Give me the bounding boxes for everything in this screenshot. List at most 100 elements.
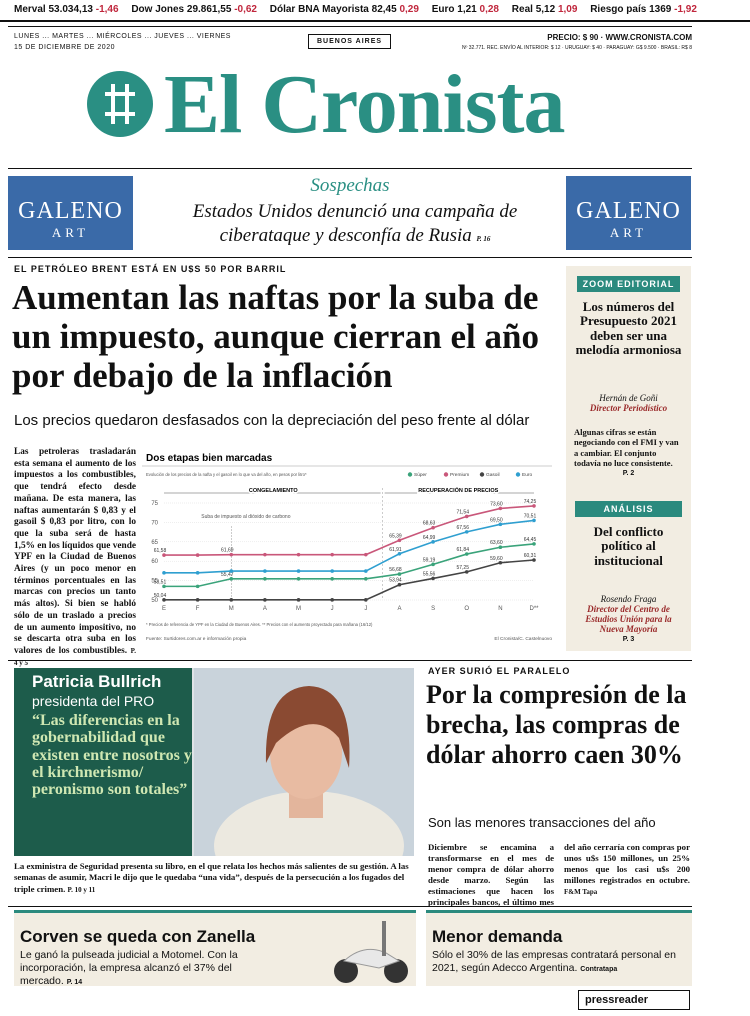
sidebar: ZOOM EDITORIAL Los números del Presupues… [566, 266, 691, 651]
y-tick-label: 65 [151, 540, 158, 546]
body-text: Las petroleras trasladarán esta semana e… [14, 447, 136, 656]
data-point [498, 545, 503, 550]
page-ref: P. 4 y 5 [14, 646, 136, 667]
ticker-item: Euro 1,21 0,28 [432, 4, 502, 15]
page-ref: P. 3 [622, 635, 635, 643]
fineprint: Nº 32.771. REC. ENVÍO AL INTERIOR: $ 12 … [461, 45, 692, 51]
data-point [532, 504, 536, 508]
data-point [364, 576, 368, 581]
data-point [296, 598, 301, 602]
headline-text: Estados Unidos denunció una campaña de c… [192, 201, 518, 246]
data-point [330, 569, 334, 573]
value-label: 61,91 [389, 547, 402, 553]
legend-label: Gasoil [486, 472, 500, 478]
quote: “Las diferencias en la gobernabilidad qu… [32, 712, 192, 799]
value-label: 50,04 [154, 593, 167, 599]
quote-box [14, 668, 192, 856]
legend-label: Euro [522, 472, 532, 478]
value-label: 69,50 [490, 517, 503, 523]
footer-brand: pressreader [578, 990, 690, 1010]
ticker-value: 5,12 [535, 4, 556, 15]
role: Director del Centro de Estudios Unión pa… [585, 603, 672, 634]
ticker-item: Merval 53.034,13 -1,46 [14, 4, 121, 15]
legend-swatch [443, 472, 449, 477]
text: Sólo el 30% de las empresas contratará p… [432, 949, 682, 975]
value-label: 59,60 [490, 556, 503, 562]
data-point [532, 518, 536, 523]
value-label: 65,39 [389, 533, 402, 539]
price: PRECIO: $ 90 · WWW.CRONISTA.COM [547, 33, 692, 42]
y-tick-label: 60 [151, 559, 158, 565]
annotation: Suba de impuesto al dióxido de carbono [201, 514, 290, 520]
ticker-item: Dow Jones 29.861,55 -0,62 [131, 4, 259, 15]
data-point [229, 576, 234, 581]
x-tick-label: D** [529, 606, 539, 612]
data-point [195, 584, 200, 589]
headline: Del conflicto político al institucional [593, 523, 664, 568]
brief: Corven se queda con Zanella Le ganó la p… [14, 910, 416, 988]
data-point [330, 598, 334, 602]
phase-label: CONGELAMIENTO [249, 488, 299, 494]
value-label: 59,19 [423, 557, 436, 563]
data-point [498, 560, 503, 565]
value-label: 61,84 [456, 547, 469, 553]
page-ref: P. 16 [476, 234, 491, 243]
value-label: 67,56 [456, 525, 469, 531]
text: Algunas cifras se están negociando con e… [574, 427, 679, 468]
data-point [162, 598, 166, 602]
value-label: 64,45 [524, 537, 537, 543]
role: presidenta del PRO [32, 693, 155, 709]
kicker: AYER SURIÓ EL PARALELO [428, 666, 571, 676]
data-point [162, 584, 166, 589]
headline: Estados Unidos denunció una campaña de c… [165, 200, 545, 248]
brief-text: Le ganó la pulseada judicial a Motomel. … [20, 949, 238, 988]
series-line [164, 543, 535, 588]
ticker-name: Dow Jones [131, 4, 185, 15]
value-label: 53,51 [154, 579, 167, 585]
ticker-value: 29.861,55 [186, 4, 232, 15]
data-point [296, 569, 301, 573]
data-point [330, 552, 334, 557]
date: 15 DE DICIEMBRE DE 2020 [14, 44, 115, 51]
rule [8, 906, 692, 907]
legend-swatch [515, 472, 521, 477]
rule [8, 168, 692, 169]
credit: El Cronista/C. Castelnuovo [494, 636, 552, 642]
x-tick-label: F [196, 606, 200, 612]
ticker: Merval 53.034,13 -1,46 Dow Jones 29.861,… [0, 0, 750, 22]
kicker: Sospechas [310, 175, 390, 196]
value-label: 64,99 [423, 535, 436, 541]
ticker-change: -1,92 [674, 4, 697, 15]
x-tick-label: J [331, 606, 334, 612]
role: Director Periodístico [589, 403, 668, 414]
x-tick-label: N [498, 606, 502, 612]
headline: Los números del Presupuesto 2021 deben s… [575, 299, 682, 357]
data-point [431, 540, 435, 544]
y-tick-label: 55 [151, 579, 158, 585]
data-point [229, 552, 234, 557]
value-label: 57,25 [456, 565, 469, 571]
body: Las petroleras trasladarán esta semana e… [14, 447, 136, 669]
value-label: 63,60 [490, 540, 503, 546]
x-tick-label: O [464, 606, 469, 612]
page-ref: P. 10 y 11 [67, 885, 96, 894]
data-point [498, 522, 503, 527]
x-tick-label: A [263, 606, 267, 612]
data-point [263, 576, 267, 581]
value-label: 74,25 [524, 499, 537, 505]
deck: Son las menores transacciones del año [428, 815, 656, 830]
headline: Menor demanda [432, 927, 563, 946]
data-point [397, 538, 402, 543]
series-line [164, 505, 535, 556]
data-point [162, 571, 166, 575]
legend-label: Súper [414, 472, 427, 478]
page-ref: P. 14 [66, 979, 83, 987]
value-label: 55,56 [423, 571, 436, 577]
legend-label: Premium [450, 472, 469, 478]
value-label: 55,47 [221, 572, 234, 578]
legend-swatch [407, 472, 413, 477]
ad-sub: ART [51, 225, 90, 240]
value-label: 70,51 [524, 513, 537, 519]
data-point [364, 598, 368, 602]
section-label: ZOOM EDITORIAL [576, 276, 681, 292]
